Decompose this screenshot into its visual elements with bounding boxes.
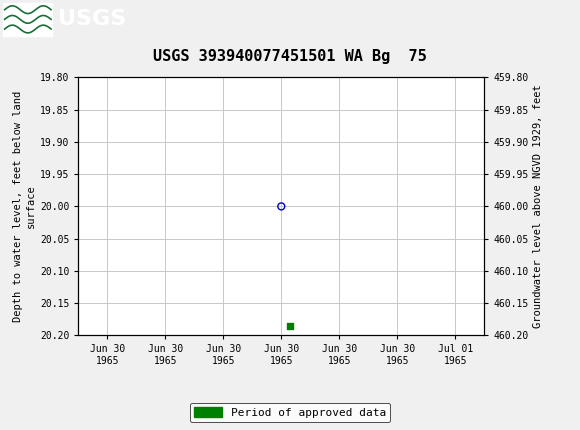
Point: [277, 203, 286, 210]
Y-axis label: Groundwater level above NGVD 1929, feet: Groundwater level above NGVD 1929, feet: [533, 85, 543, 328]
Text: USGS 393940077451501 WA Bg  75: USGS 393940077451501 WA Bg 75: [153, 49, 427, 64]
Legend: Period of approved data: Period of approved data: [190, 403, 390, 422]
FancyBboxPatch shape: [3, 3, 52, 36]
Point: [285, 322, 295, 329]
Text: USGS: USGS: [58, 9, 126, 29]
Y-axis label: Depth to water level, feet below land
surface: Depth to water level, feet below land su…: [13, 91, 36, 322]
